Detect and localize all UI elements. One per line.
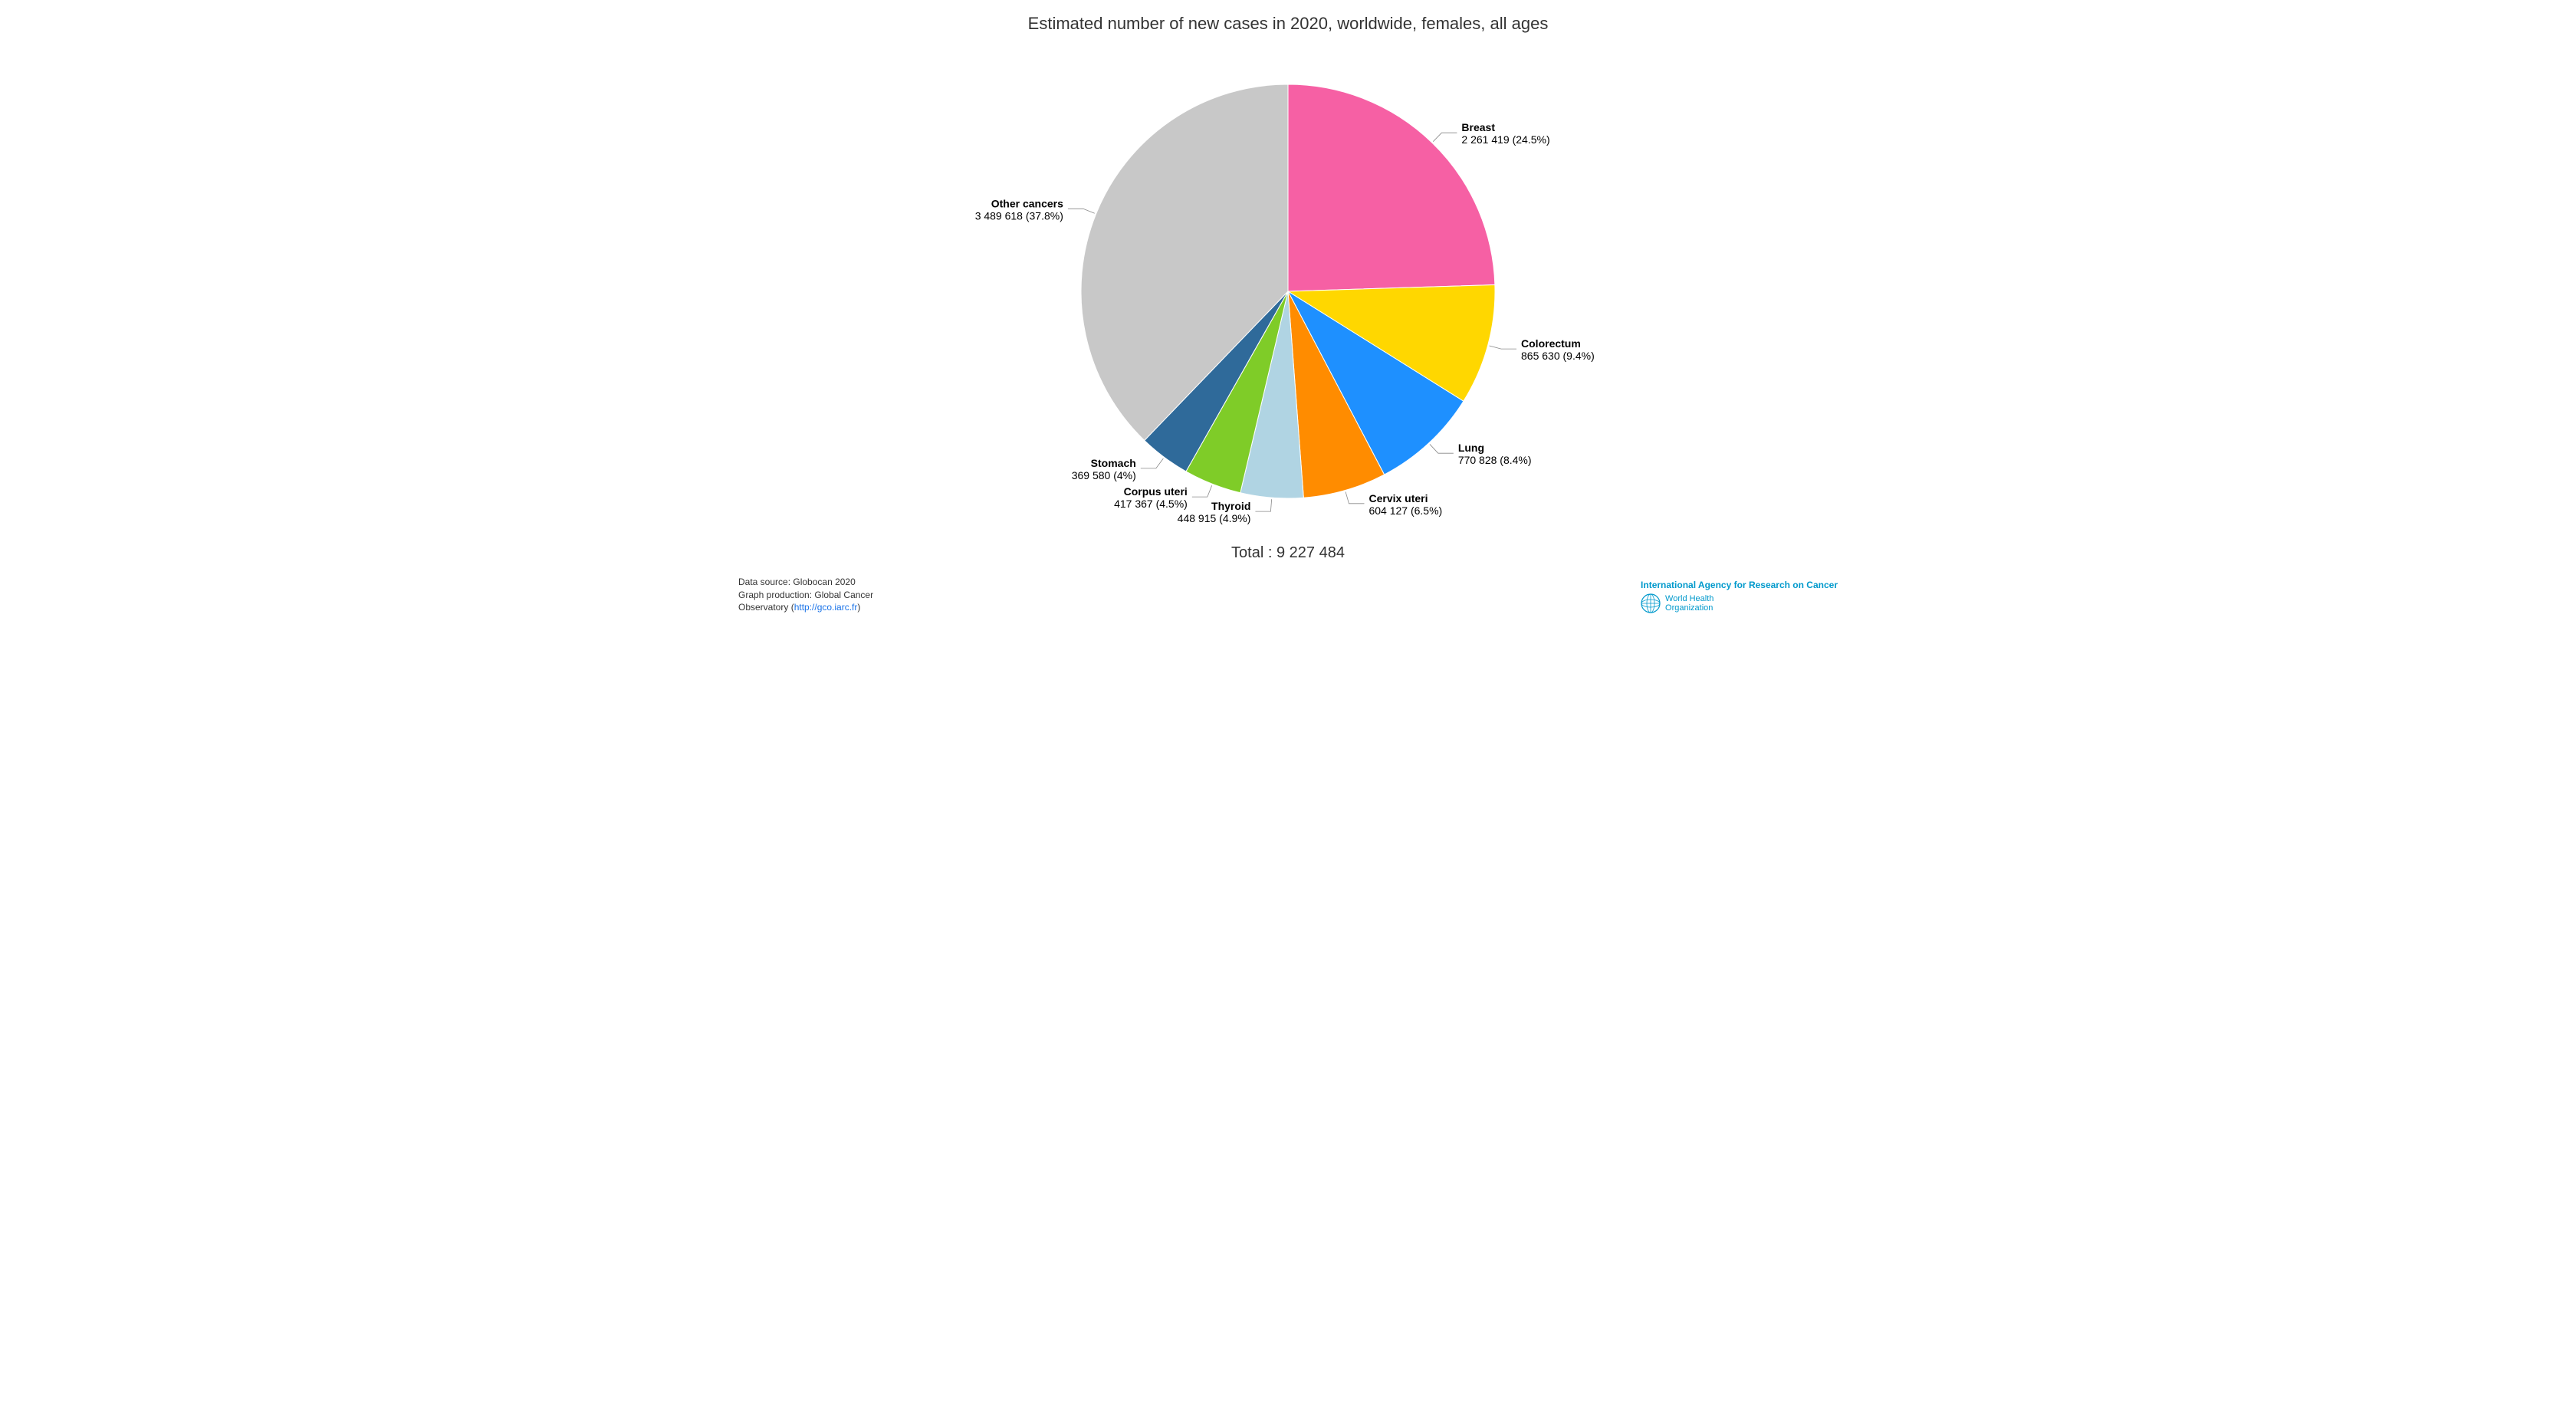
slice-value: 865 630 (9.4%) [1521, 350, 1595, 362]
slice-name: Thyroid [1211, 500, 1250, 512]
footer-attribution: International Agency for Research on Can… [1641, 580, 1838, 613]
leader-line [1430, 444, 1454, 453]
source-link[interactable]: http://gco.iarc.fr [794, 602, 858, 613]
slice-label: Corpus uteri417 367 (4.5%) [1114, 485, 1188, 510]
slice-name: Other cancers [991, 197, 1063, 209]
slice-label: Colorectum865 630 (9.4%) [1521, 337, 1595, 362]
source-line-1: Data source: Globocan 2020 [738, 576, 873, 588]
figure-container: Estimated number of new cases in 2020, w… [724, 0, 1852, 624]
slice-name: Corpus uteri [1124, 485, 1188, 498]
slice-value: 3 489 618 (37.8%) [975, 209, 1063, 222]
chart-title: Estimated number of new cases in 2020, w… [724, 14, 1852, 34]
who-text: World Health Organization [1665, 594, 1714, 613]
chart-area: Breast2 261 419 (24.5%) Colorectum865 630… [724, 46, 1852, 537]
slice-name: Cervix uteri [1368, 492, 1428, 504]
leader-line [1255, 499, 1271, 511]
slice-label: Thyroid448 915 (4.9%) [1178, 500, 1251, 524]
leader-line [1433, 133, 1457, 141]
slice-value: 369 580 (4%) [1072, 469, 1136, 481]
slice-label: Cervix uteri604 127 (6.5%) [1368, 492, 1442, 517]
leader-line [1490, 346, 1516, 349]
slice-name: Lung [1458, 442, 1484, 454]
pie-slice [1288, 84, 1495, 291]
leader-line [1068, 209, 1095, 213]
slice-label: Breast2 261 419 (24.5%) [1461, 121, 1549, 146]
source-line-2: Graph production: Global Cancer [738, 589, 873, 601]
slice-value: 448 915 (4.9%) [1178, 512, 1251, 524]
leader-line [1141, 458, 1164, 468]
source-line-3: Observatory (http://gco.iarc.fr) [738, 601, 873, 613]
leader-line [1192, 485, 1212, 497]
slice-name: Breast [1461, 121, 1495, 133]
total-label: Total : 9 227 484 [724, 544, 1852, 562]
footer-source: Data source: Globocan 2020 Graph product… [738, 576, 873, 613]
who-logo-icon [1641, 593, 1661, 613]
slice-value: 604 127 (6.5%) [1368, 504, 1442, 517]
leader-line [1346, 491, 1364, 503]
slice-value: 770 828 (8.4%) [1458, 454, 1532, 466]
iarc-label: International Agency for Research on Can… [1641, 580, 1838, 590]
slice-value: 417 367 (4.5%) [1114, 498, 1188, 510]
slice-name: Colorectum [1521, 337, 1581, 350]
pie-chart-svg: Breast2 261 419 (24.5%) Colorectum865 630… [724, 46, 1852, 537]
slice-label: Lung770 828 (8.4%) [1458, 442, 1532, 466]
slice-label: Stomach369 580 (4%) [1072, 457, 1136, 481]
slice-name: Stomach [1091, 457, 1136, 469]
slice-label: Other cancers3 489 618 (37.8%) [975, 197, 1063, 222]
who-row: World Health Organization [1641, 593, 1838, 613]
slice-value: 2 261 419 (24.5%) [1461, 133, 1549, 146]
